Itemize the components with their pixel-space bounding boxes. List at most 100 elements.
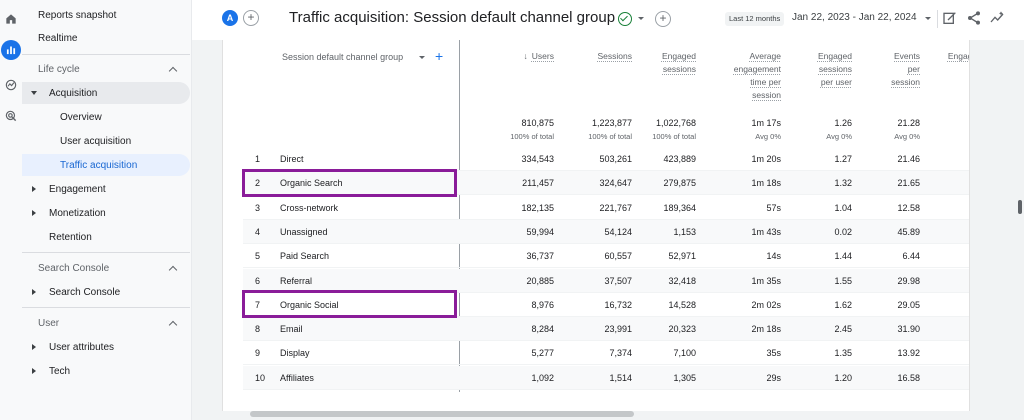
column-total: 21.28	[897, 118, 920, 128]
horizontal-scrollbar[interactable]	[222, 411, 970, 417]
column-header-label: per	[907, 64, 920, 74]
column-header-label: Events	[894, 51, 920, 61]
row-index: 5	[255, 251, 261, 262]
column-header[interactable]: Engaged sessions per user	[772, 50, 852, 89]
metric-cell: 45.89	[897, 226, 920, 237]
column-header-label: session	[752, 90, 781, 100]
sidebar-item-acquisition[interactable]: Acquisition	[22, 82, 190, 104]
channel-name[interactable]: Display	[280, 348, 310, 359]
channel-name[interactable]: Referral	[280, 275, 313, 286]
channel-name[interactable]: Unassigned	[280, 226, 328, 237]
column-total-subtitle: Avg 0%	[826, 132, 852, 141]
channel-name[interactable]: Organic Social	[280, 299, 339, 310]
metric-cell: 12.58	[897, 202, 920, 213]
add-dimension-button[interactable]: +	[435, 48, 444, 64]
row-index: 1	[255, 154, 261, 164]
edit-report-icon[interactable]	[942, 10, 958, 26]
metric-cell: 37,507	[604, 275, 632, 286]
add-filter-button[interactable]: +	[655, 11, 671, 27]
expand-down-icon	[31, 91, 37, 95]
metric-cell: 2.45	[834, 324, 852, 335]
add-comparison-button[interactable]: +	[243, 10, 259, 26]
table-row[interactable]: 4 Unassigned 59,994 54,124 1,153 1m 43s 0.02 45…	[243, 219, 969, 244]
column-header[interactable]: Engagemera	[909, 50, 969, 76]
metric-cell: 7,100	[673, 348, 696, 359]
metric-cell: 32,418	[668, 275, 696, 286]
sidebar-item-realtime[interactable]: Realtime	[38, 32, 78, 44]
section-header-search-console[interactable]: Search Console	[22, 258, 190, 278]
caret-down-icon[interactable]	[419, 56, 425, 59]
metric-cell: 23,991	[604, 324, 632, 335]
column-header[interactable]: ↓ Users	[474, 50, 554, 63]
divider	[22, 252, 190, 253]
metric-cell: 1m 43s	[751, 226, 781, 237]
channel-name[interactable]: Cross-network	[280, 202, 339, 213]
sidebar-item-monetization[interactable]: Monetization	[22, 202, 190, 224]
home-icon[interactable]	[1, 9, 21, 29]
table-row[interactable]: 8 Email 8,284 23,991 20,323 2m 18s 2.45 31.9084…	[243, 317, 969, 342]
advertising-icon[interactable]	[1, 106, 21, 126]
caret-down-icon[interactable]	[638, 17, 644, 20]
channel-name[interactable]: Direct	[280, 154, 304, 164]
metric-cell: 7,374	[609, 348, 632, 359]
table-row[interactable]: 7 Organic Social 8,976 16,732 14,528 2m 02s 1.…	[243, 293, 969, 317]
date-preset-chip[interactable]: Last 12 months	[725, 12, 785, 26]
metric-cell: 13.92	[897, 348, 920, 359]
column-header[interactable]: Sessions	[552, 50, 633, 63]
sidebar-item-reports-snapshot[interactable]: Reports snapshot	[38, 9, 117, 21]
divider	[22, 307, 190, 308]
reports-icon[interactable]	[1, 40, 21, 60]
column-total-subtitle: Avg 0%	[755, 132, 781, 141]
metric-cell: 279,875	[663, 178, 696, 189]
date-range-picker[interactable]: Jan 22, 2023 - Jan 22, 2024	[792, 12, 917, 23]
metric-cell: 20,885	[526, 275, 554, 286]
caret-down-icon[interactable]	[925, 17, 931, 20]
scrollbar-thumb[interactable]	[250, 411, 634, 417]
channel-name[interactable]: Organic Search	[280, 178, 343, 189]
column-total-subtitle: Avg 0%	[894, 132, 920, 141]
table-row[interactable]: 10 Affiliates 1,092 1,514 1,305 29s 1.20 16.588…	[243, 365, 969, 390]
table-row[interactable]: 5 Paid Search 36,737 60,557 52,971 14s 1.44 6.4…	[243, 244, 969, 269]
sidebar-item-traffic-acquisition[interactable]: Traffic acquisition	[22, 154, 190, 176]
column-header-label: Engaged	[661, 51, 696, 61]
insights-icon[interactable]	[989, 10, 1005, 26]
table-row[interactable]: 2 Organic Search 211,457 324,647 279,875 1m 1…	[243, 171, 969, 196]
table-row[interactable]: 3 Cross-network 182,135 221,767 189,364 57s 1.…	[243, 196, 969, 220]
channel-name[interactable]: Email	[280, 324, 303, 335]
column-header[interactable]: Engaged sessions	[616, 50, 696, 76]
sidebar-item-search-console[interactable]: Search Console	[22, 281, 190, 303]
sidebar-item-user-attributes[interactable]: User attributes	[22, 336, 190, 358]
check-circle-icon[interactable]	[618, 12, 632, 26]
column-header-label: per user	[820, 77, 852, 87]
section-header-user[interactable]: User	[22, 313, 190, 333]
sidebar-item-overview[interactable]: Overview	[60, 111, 102, 123]
explore-icon[interactable]	[1, 75, 21, 95]
metric-cell: 5,277	[531, 348, 554, 359]
sidebar-item-user-acquisition[interactable]: User acquisition	[60, 135, 132, 147]
sort-descending-icon: ↓	[523, 51, 528, 61]
comparison-avatar[interactable]: A	[222, 10, 238, 26]
column-header-label: Average	[749, 51, 781, 61]
share-icon[interactable]	[966, 10, 982, 26]
metric-cell: 1,514	[609, 372, 632, 383]
column-header[interactable]: Events per session	[840, 50, 920, 89]
column-header[interactable]: Average engagement time per session	[701, 50, 781, 102]
column-header-label: time per	[750, 77, 781, 87]
metric-cell: 1.20	[834, 372, 852, 383]
scroll-handle[interactable]	[1018, 200, 1022, 214]
column-total-subtitle: 100% of total	[510, 132, 554, 141]
table-row[interactable]: 6 Referral 20,885 37,507 32,418 1m 35s 1.55 29.…	[243, 268, 969, 293]
dimension-header[interactable]: Session default channel group	[282, 52, 404, 62]
channel-name[interactable]: Affiliates	[280, 372, 314, 383]
table-row[interactable]: 1 Direct 334,543 503,261 423,889 1m 20s 1.27 21…	[243, 147, 969, 171]
section-header-lifecycle[interactable]: Life cycle	[22, 59, 190, 79]
table-row[interactable]: 9 Display 5,277 7,374 7,100 35s 1.35 13.9296.2	[243, 341, 969, 366]
channel-name[interactable]: Paid Search	[280, 251, 330, 262]
sidebar-item-retention[interactable]: Retention	[49, 231, 92, 243]
chevron-up-icon	[168, 265, 178, 275]
sidebar-item-engagement[interactable]: Engagement	[22, 178, 190, 200]
metric-cell: 85.3	[909, 196, 969, 220]
sidebar-item-tech[interactable]: Tech	[22, 360, 190, 382]
expand-right-icon	[32, 344, 36, 350]
chevron-up-icon	[168, 66, 178, 76]
